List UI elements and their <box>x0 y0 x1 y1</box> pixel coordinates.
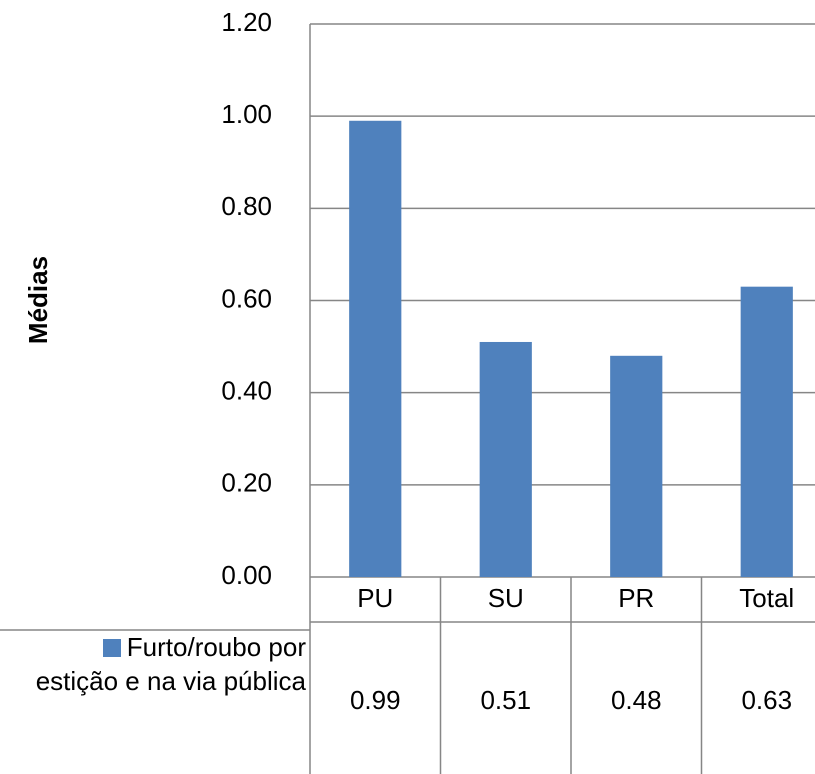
legend-label: Furto/roubo por estição e na via pública <box>35 632 306 696</box>
y-tick-label: 0.20 <box>221 468 272 498</box>
x-tick-label: PU <box>357 583 393 613</box>
y-tick-label: 0.00 <box>221 560 272 590</box>
x-tick-label: PR <box>618 583 654 613</box>
legend-swatch <box>102 639 121 657</box>
bar <box>740 286 793 577</box>
y-axis-title: Médias <box>23 256 53 344</box>
table-value: 0.48 <box>611 685 662 715</box>
bar <box>479 341 532 577</box>
table-value: 0.63 <box>741 685 792 715</box>
y-tick-label: 0.60 <box>221 283 272 313</box>
table-value: 0.99 <box>350 685 401 715</box>
y-tick-label: 0.40 <box>221 376 272 406</box>
bar <box>610 355 663 577</box>
bar <box>349 120 402 578</box>
y-tick-label: 0.80 <box>221 191 272 221</box>
y-tick-label: 1.20 <box>221 7 272 37</box>
y-tick-label: 1.00 <box>221 99 272 129</box>
table-value: 0.51 <box>480 685 531 715</box>
legend: Furto/roubo por estição e na via pública <box>0 630 306 698</box>
x-tick-label: SU <box>488 583 524 613</box>
x-tick-label: Total <box>739 583 794 613</box>
legend-entry: Furto/roubo por estição e na via pública <box>0 630 306 698</box>
